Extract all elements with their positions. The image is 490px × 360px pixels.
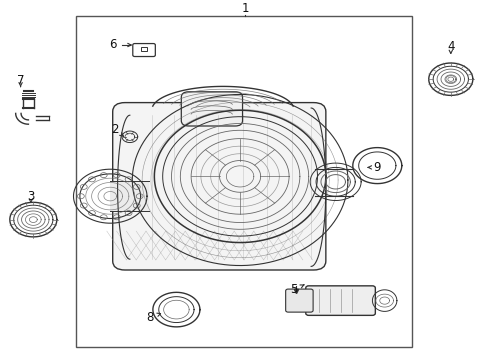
FancyBboxPatch shape — [133, 44, 155, 57]
Text: 7: 7 — [17, 75, 24, 87]
Text: 5: 5 — [290, 283, 298, 296]
Text: 1: 1 — [241, 3, 249, 15]
Text: 9: 9 — [373, 161, 381, 174]
Text: 3: 3 — [27, 190, 35, 203]
FancyBboxPatch shape — [306, 286, 375, 315]
Text: 4: 4 — [447, 40, 455, 53]
Bar — [141, 47, 147, 51]
Text: 2: 2 — [111, 123, 119, 136]
FancyBboxPatch shape — [286, 289, 313, 312]
FancyBboxPatch shape — [113, 103, 326, 270]
FancyBboxPatch shape — [181, 92, 243, 126]
Bar — [76, 16, 412, 347]
Text: 6: 6 — [109, 39, 117, 51]
Text: 8: 8 — [146, 311, 153, 324]
Bar — [110, 181, 149, 211]
